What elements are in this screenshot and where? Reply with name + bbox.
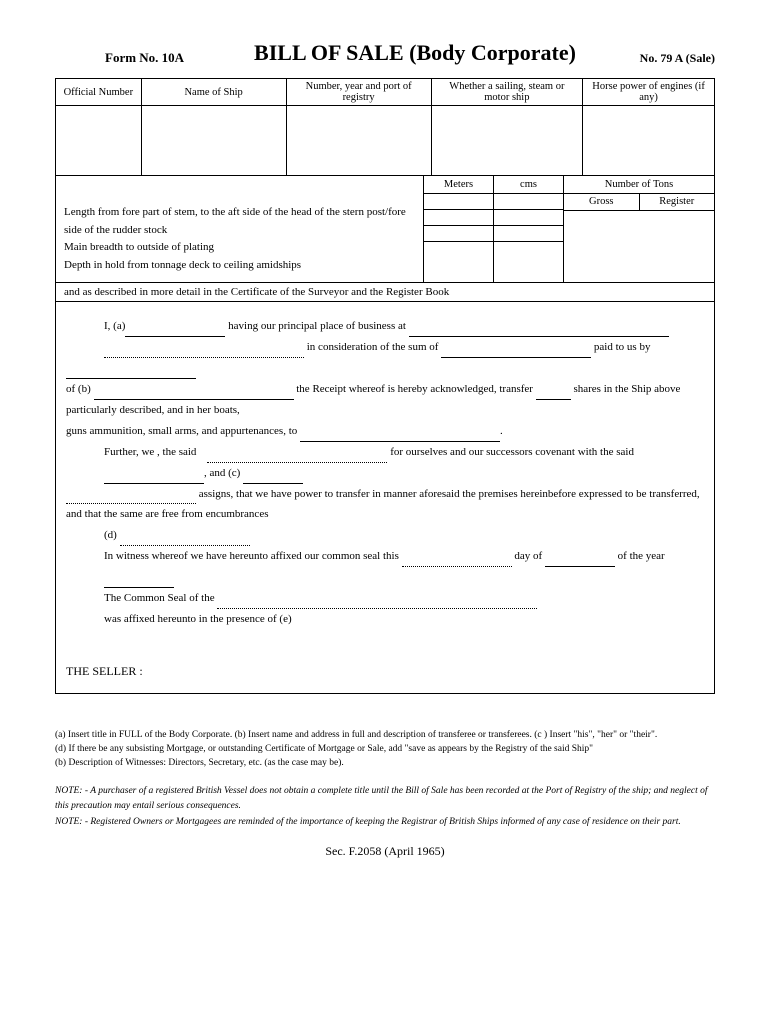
cell-official-number[interactable] <box>56 106 142 176</box>
hdr-meters: Meters <box>424 176 493 194</box>
blank-day[interactable] <box>545 566 615 567</box>
t3a: of (b) <box>66 383 94 395</box>
t10: was affixed hereunto in the presence of … <box>104 609 704 630</box>
blank-seal[interactable] <box>402 566 512 567</box>
t2a: in consideration of the sum of <box>304 341 441 353</box>
blank-sum[interactable] <box>441 357 591 358</box>
t6: assigns, that we have power to transfer … <box>66 488 700 521</box>
sale-number: No. 79 A (Sale) <box>615 51 715 66</box>
blank-ofb[interactable] <box>94 399 294 400</box>
blank-shares[interactable] <box>536 399 571 400</box>
t3b: the Receipt whereof is hereby acknowledg… <box>294 383 536 395</box>
t2b: paid to us by <box>591 341 650 353</box>
col-ship-type: Whether a sailing, steam or motor ship <box>431 79 583 106</box>
cell-name-of-ship[interactable] <box>141 106 286 176</box>
footnote-d: (d) If there be any subsisting Mortgage,… <box>55 742 715 756</box>
certificate-row: and as described in more detail in the C… <box>55 283 715 302</box>
t8b: day of <box>512 550 545 562</box>
footnotes: (a) Insert title in FULL of the Body Cor… <box>55 728 715 771</box>
cms-r3[interactable] <box>494 242 563 258</box>
t4: guns ammunition, small arms, and appurte… <box>66 425 300 437</box>
hdr-cms: cms <box>494 176 563 194</box>
cms-r1[interactable] <box>494 210 563 226</box>
dim-breadth: Main breadth to outside of plating <box>64 239 415 257</box>
t5c: , and (c) <box>204 467 243 479</box>
note-2: NOTE: - Registered Owners or Mortgagees … <box>55 815 715 830</box>
cms-r2[interactable] <box>494 226 563 242</box>
cell-horsepower[interactable] <box>583 106 715 176</box>
section-ref: Sec. F.2058 (April 1965) <box>55 844 715 859</box>
meters-r2[interactable] <box>424 226 493 242</box>
cell-ship-type[interactable] <box>431 106 583 176</box>
note-1: NOTE: - A purchaser of a registered Brit… <box>55 784 715 814</box>
blank-cont1[interactable] <box>104 357 304 358</box>
header: Form No. 10A BILL OF SALE (Body Corporat… <box>55 40 715 66</box>
blank-assigns[interactable] <box>66 503 196 504</box>
tons-cell[interactable] <box>564 211 714 259</box>
t5a: Further, we , the said <box>104 446 196 458</box>
col-official-number: Official Number <box>56 79 142 106</box>
body-section: I, (a) having our principal place of bus… <box>55 302 715 693</box>
col-name-of-ship: Name of Ship <box>141 79 286 106</box>
footnote-a: (a) Insert title in FULL of the Body Cor… <box>55 728 715 742</box>
blank-said[interactable] <box>207 462 387 463</box>
dim-depth: Depth in hold from tonnage deck to ceili… <box>64 257 415 275</box>
col-horsepower: Horse power of engines (if any) <box>583 79 715 106</box>
t8c: of the year <box>615 550 665 562</box>
t1b: having our principal place of business a… <box>225 320 408 332</box>
form-number: Form No. 10A <box>55 50 215 66</box>
seller-label: THE SELLER : <box>66 660 704 683</box>
col-registry: Number, year and port of registry <box>286 79 431 106</box>
t9: The Common Seal of the <box>104 592 217 604</box>
meters-r1[interactable] <box>424 210 493 226</box>
meters-r3[interactable] <box>424 242 493 258</box>
t8a: In witness whereof we have hereunto affi… <box>104 550 402 562</box>
hdr-gross: Gross <box>564 194 640 210</box>
cell-registry[interactable] <box>286 106 431 176</box>
hdr-tons: Number of Tons <box>564 176 714 194</box>
ship-details-table: Official Number Name of Ship Number, yea… <box>55 78 715 176</box>
t5b: for ourselves and our successors covenan… <box>387 446 634 458</box>
t1a: I, (a) <box>104 320 125 332</box>
notes: NOTE: - A purchaser of a registered Brit… <box>55 784 715 830</box>
document-title: BILL OF SALE (Body Corporate) <box>215 40 615 66</box>
dimensions-section: Length from fore part of stem, to the af… <box>55 176 715 283</box>
meters-r0[interactable] <box>424 194 493 210</box>
cms-r0[interactable] <box>494 194 563 210</box>
dim-length: Length from fore part of stem, to the af… <box>64 204 415 239</box>
footnote-b: (b) Description of Witnesses: Directors,… <box>55 756 715 770</box>
hdr-register: Register <box>640 194 715 210</box>
t7: (d) <box>104 529 120 541</box>
